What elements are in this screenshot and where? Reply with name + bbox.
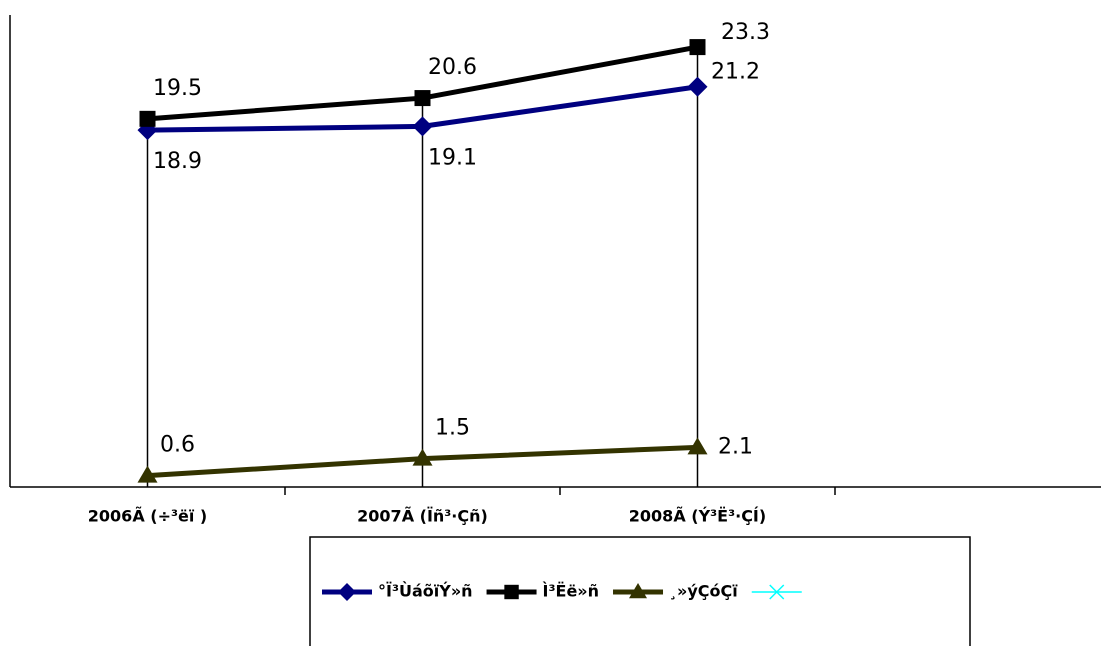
marker [139,110,156,127]
marker [414,90,431,107]
legend-label: ¸»ýÇóÇï [669,582,738,601]
x-tick-label: 2008Ã (Ý³Ë³·ÇÍ) [629,507,766,526]
data-label: 23.3 [721,20,770,45]
marker [412,116,433,137]
marker [687,76,708,97]
marker [137,465,158,483]
data-label: 21.2 [711,60,760,85]
marker [769,584,785,600]
marker [687,437,708,455]
marker [412,448,433,466]
data-label: 19.1 [428,145,477,170]
data-label: 2.1 [718,434,753,459]
x-tick-label: 2007Ã (Ïñ³·Çñ) [357,507,488,526]
x-tick-label: 2006Ã (÷³ëï ) [88,507,207,526]
data-label: 20.6 [428,55,477,80]
data-label: 19.5 [153,76,202,101]
marker [504,584,519,600]
data-label: 18.9 [153,149,202,174]
legend-label: Ì³Ëë»ñ [543,582,599,601]
data-label: 1.5 [435,416,470,441]
marker [338,583,356,601]
marker [629,583,648,599]
data-label: 0.6 [160,433,195,458]
marker [689,39,706,56]
legend-label: °Ï³ÙáõïÝ»ñ [378,582,473,601]
